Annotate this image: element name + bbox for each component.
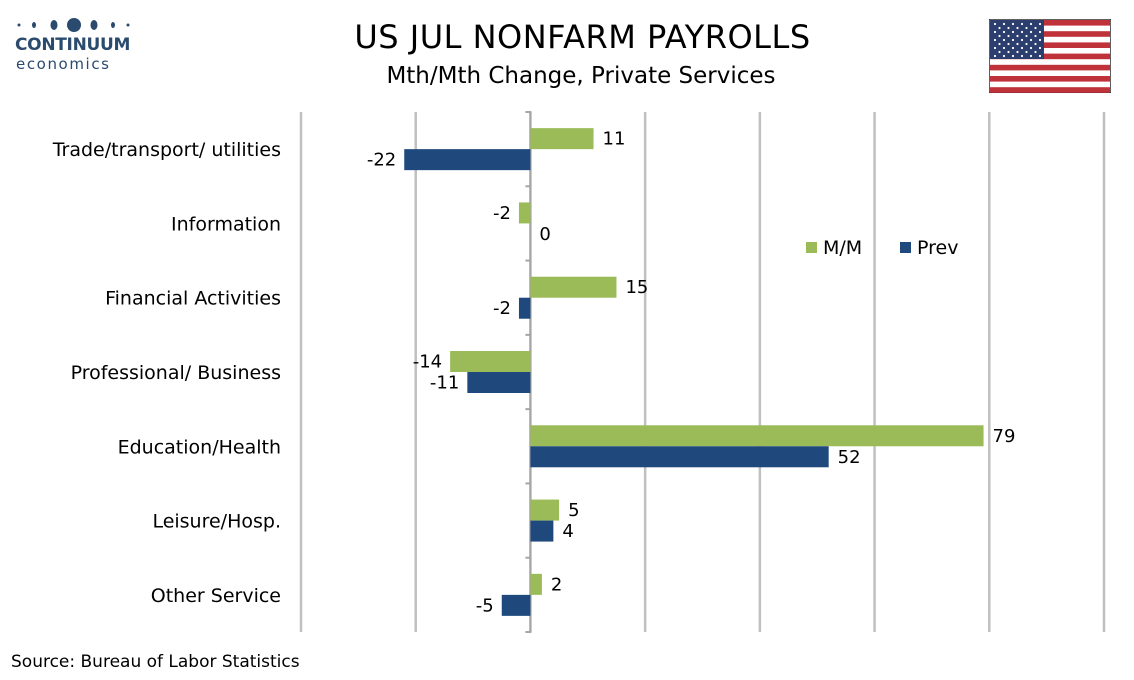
brand-tagline: economics	[16, 55, 111, 73]
category-labels: Trade/transport/ utilities Information Fin…	[52, 139, 281, 607]
chart-title: US JUL NONFARM PAYROLLS	[354, 18, 811, 56]
data-label: 11	[603, 129, 626, 150]
logo-dots-icon	[17, 18, 130, 32]
bar-mm	[530, 499, 560, 521]
bars	[404, 128, 984, 616]
category-label: Other Service	[151, 585, 281, 607]
brand-logo: CONTINUUM economics	[14, 14, 134, 76]
data-label: 52	[838, 447, 861, 468]
data-label: -22	[367, 150, 396, 171]
data-label: -2	[493, 203, 511, 224]
us-flag-icon	[989, 19, 1111, 93]
bar-prev	[501, 594, 531, 616]
legend-swatch-prev	[900, 242, 911, 253]
bar-mm	[518, 202, 531, 224]
bar-mm	[530, 573, 542, 595]
legend-label-mm: M/M	[823, 237, 862, 259]
category-label: Professional/ Business	[71, 362, 281, 384]
data-label: 4	[562, 521, 573, 542]
legend: M/M Prev	[806, 237, 958, 259]
data-label: 2	[551, 574, 562, 595]
data-label: -2	[493, 298, 511, 319]
data-label: 15	[625, 277, 648, 298]
legend-label-prev: Prev	[917, 237, 958, 259]
legend-swatch-mm	[806, 242, 817, 253]
category-label: Education/Health	[118, 436, 281, 458]
data-label: -5	[476, 595, 494, 616]
bar-mm	[530, 128, 594, 150]
category-label: Financial Activities	[105, 288, 281, 310]
bar-prev	[467, 372, 531, 393]
bar-mm	[530, 276, 617, 298]
category-label: Information	[171, 213, 281, 235]
bar-prev	[530, 446, 829, 468]
data-label: -11	[430, 373, 459, 394]
category-label: Leisure/Hosp.	[152, 511, 281, 533]
brand-name: CONTINUUM	[15, 35, 131, 55]
bar-mm	[530, 425, 984, 447]
category-label: Trade/transport/ utilities	[52, 139, 281, 161]
bar-prev	[404, 149, 531, 171]
data-label: 5	[568, 500, 579, 521]
source-note: Source: Bureau of Labor Statistics	[11, 652, 300, 672]
data-label: -14	[413, 352, 442, 373]
bar-mm	[450, 351, 531, 372]
bar-prev	[530, 520, 554, 542]
data-label: 0	[539, 224, 550, 245]
data-label: 79	[993, 426, 1016, 447]
data-labels: 11 -22 -2 0 15 -2 -14-11 79 52 54 2 -5	[367, 129, 1016, 617]
chart-subtitle: Mth/Mth Change, Private Services	[386, 63, 776, 89]
bar-prev	[518, 297, 531, 319]
